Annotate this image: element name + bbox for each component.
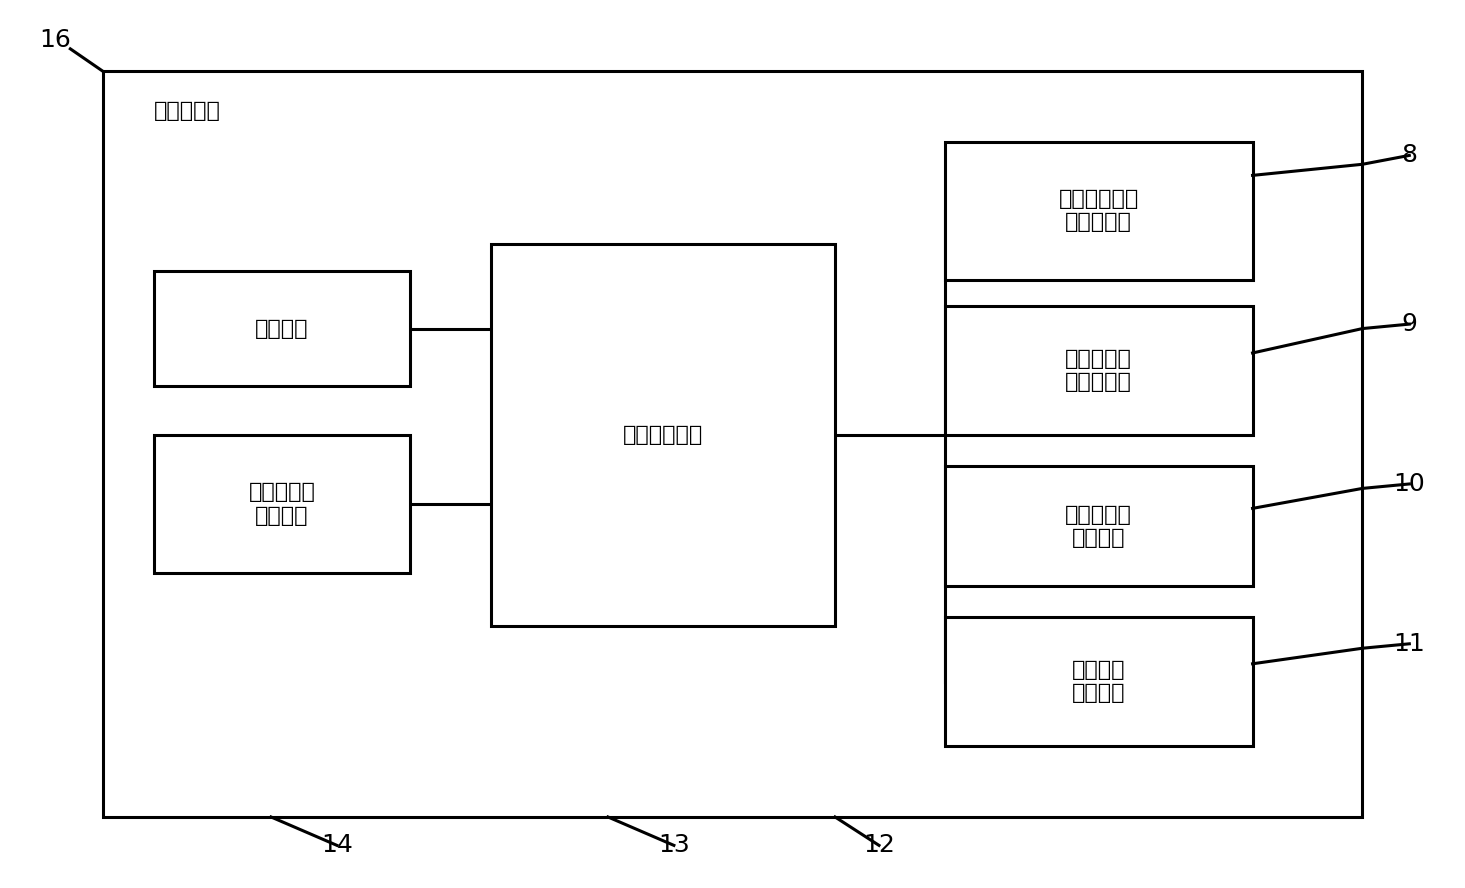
Bar: [154, 435, 410, 573]
Text: 遥控器信号
接收模块: 遥控器信号 接收模块: [249, 482, 315, 526]
Text: 电源模块: 电源模块: [255, 319, 309, 338]
Text: 9: 9: [1402, 312, 1417, 337]
Bar: [945, 466, 1253, 586]
Bar: [491, 244, 835, 626]
Text: 11: 11: [1393, 631, 1425, 656]
Text: 辅助臂驱动
电路模块: 辅助臂驱动 电路模块: [1065, 504, 1132, 548]
Bar: [103, 71, 1362, 817]
Text: 10: 10: [1393, 472, 1425, 496]
Bar: [945, 306, 1253, 435]
Text: 14: 14: [321, 833, 353, 858]
Text: 13: 13: [658, 833, 690, 858]
Text: 底层电路板: 底层电路板: [154, 101, 221, 121]
Text: 云台摄像头驱
动电路模块: 云台摄像头驱 动电路模块: [1059, 189, 1138, 233]
Text: 16: 16: [40, 28, 72, 52]
Text: 8: 8: [1402, 143, 1417, 168]
Text: 底盘驱动
电路模块: 底盘驱动 电路模块: [1072, 660, 1125, 703]
Bar: [945, 617, 1253, 746]
Text: 主控单元模块: 主控单元模块: [623, 425, 703, 445]
Bar: [945, 142, 1253, 280]
Text: 12: 12: [863, 833, 895, 858]
Text: 伸缩主臂驱
动电路模块: 伸缩主臂驱 动电路模块: [1065, 349, 1132, 392]
Bar: [154, 271, 410, 386]
